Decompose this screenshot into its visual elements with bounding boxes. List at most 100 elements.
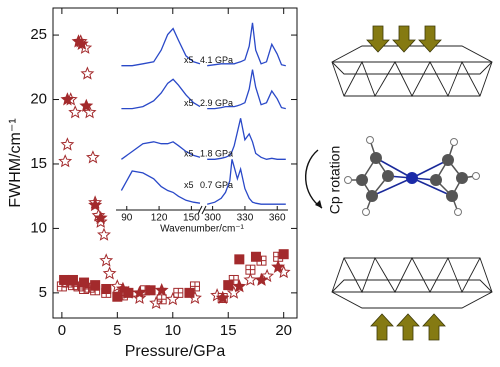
series-label: 4.1 GPa bbox=[200, 55, 233, 65]
arrows bbox=[366, 25, 446, 341]
pressure-cell-diagram bbox=[331, 45, 493, 309]
marker-cross bbox=[173, 288, 183, 298]
marker-cross bbox=[229, 275, 239, 285]
carbon bbox=[366, 190, 378, 202]
marker-square bbox=[234, 254, 245, 265]
y-axis-label: FWHM/cm⁻¹ bbox=[7, 118, 24, 207]
marker-square bbox=[59, 274, 70, 285]
anvil-facets bbox=[331, 61, 493, 75]
data-point bbox=[278, 249, 289, 260]
marker-square bbox=[67, 274, 78, 285]
data-point bbox=[97, 227, 111, 241]
hydrogen bbox=[450, 138, 458, 146]
data-point bbox=[79, 98, 94, 112]
bond bbox=[411, 177, 453, 197]
marker-cross bbox=[190, 281, 200, 291]
bond bbox=[371, 177, 413, 197]
data-point bbox=[145, 285, 156, 296]
x-tick-label: 90 bbox=[121, 213, 133, 224]
y-tick-label: 25 bbox=[30, 26, 47, 43]
data-point bbox=[110, 279, 125, 293]
data-point bbox=[67, 274, 78, 285]
scale-label: x5 bbox=[184, 98, 194, 108]
marker-square bbox=[278, 249, 289, 260]
data-point bbox=[60, 92, 75, 106]
data-point bbox=[82, 105, 97, 119]
hydrogen bbox=[454, 208, 462, 216]
carbon bbox=[356, 174, 368, 186]
axis-break bbox=[197, 205, 207, 215]
data-point bbox=[154, 283, 169, 297]
data-point bbox=[243, 272, 258, 286]
data-point bbox=[93, 214, 108, 228]
series-label: 0.7 GPa bbox=[200, 180, 233, 190]
arrow-down bbox=[366, 25, 390, 53]
x-tick-label: 300 bbox=[204, 213, 221, 224]
anvil-facets bbox=[343, 256, 481, 294]
data-point bbox=[226, 285, 241, 299]
data-point bbox=[68, 105, 83, 119]
data-point bbox=[74, 36, 89, 50]
spectrum-line bbox=[121, 118, 286, 160]
data-point bbox=[80, 66, 95, 80]
data-point bbox=[149, 295, 164, 310]
data-point bbox=[123, 287, 134, 298]
rotation-label: Cp rotation bbox=[327, 146, 343, 214]
marker-square bbox=[90, 280, 101, 291]
data-point bbox=[112, 291, 123, 302]
hydrogen bbox=[362, 208, 370, 216]
lower-anvil bbox=[331, 257, 493, 309]
scale-label: x5 bbox=[184, 55, 194, 65]
data-point bbox=[58, 154, 73, 168]
y-tick-label: 15 bbox=[30, 155, 47, 172]
hydrogen bbox=[472, 172, 480, 180]
data-point bbox=[99, 253, 114, 267]
data-point bbox=[59, 274, 70, 285]
x-tick-label: 330 bbox=[237, 213, 254, 224]
x-tick-label: 5 bbox=[113, 322, 121, 339]
carbon bbox=[442, 154, 454, 166]
data-point bbox=[132, 290, 147, 304]
marker-square bbox=[112, 291, 123, 302]
marker-square bbox=[184, 287, 195, 298]
rotation-arrow bbox=[304, 149, 323, 209]
y-tick-label: 5 bbox=[39, 284, 47, 301]
spectrum-line bbox=[121, 69, 286, 110]
marker-cross bbox=[218, 293, 228, 303]
anvil-facets bbox=[343, 60, 481, 98]
bond bbox=[375, 157, 413, 179]
carbon bbox=[430, 174, 442, 186]
data-point bbox=[223, 280, 234, 291]
spectrum-line bbox=[121, 22, 286, 67]
anvil-facets bbox=[331, 279, 493, 293]
x-tick-label: 10 bbox=[164, 322, 181, 339]
scale-label: x5 bbox=[184, 149, 194, 159]
data-point bbox=[217, 293, 228, 304]
series-label: 2.9 GPa bbox=[200, 98, 233, 108]
data-point bbox=[85, 150, 100, 164]
data-point bbox=[245, 264, 256, 275]
scale-label: x5 bbox=[184, 180, 194, 190]
carbon bbox=[456, 172, 468, 184]
data-point bbox=[90, 280, 101, 291]
carbon bbox=[446, 190, 458, 202]
x-tick-label: 15 bbox=[220, 322, 237, 339]
data-point bbox=[234, 254, 245, 265]
hydrogen bbox=[344, 176, 352, 184]
carbon bbox=[370, 152, 382, 164]
x-axis-label: Wavenumber/cm⁻¹ bbox=[160, 224, 244, 235]
marker-square bbox=[145, 285, 156, 296]
arrow-down bbox=[418, 25, 442, 53]
data-point bbox=[102, 266, 117, 280]
data-point bbox=[93, 210, 108, 225]
upper-anvil bbox=[331, 45, 493, 97]
marker-cross bbox=[245, 265, 255, 275]
data-point bbox=[184, 287, 195, 298]
data-point bbox=[79, 277, 90, 288]
hydrogen bbox=[366, 136, 374, 144]
bond bbox=[411, 159, 449, 179]
data-point bbox=[156, 294, 167, 305]
series-label: 1.8 GPa bbox=[200, 149, 233, 159]
molecule bbox=[344, 136, 480, 216]
